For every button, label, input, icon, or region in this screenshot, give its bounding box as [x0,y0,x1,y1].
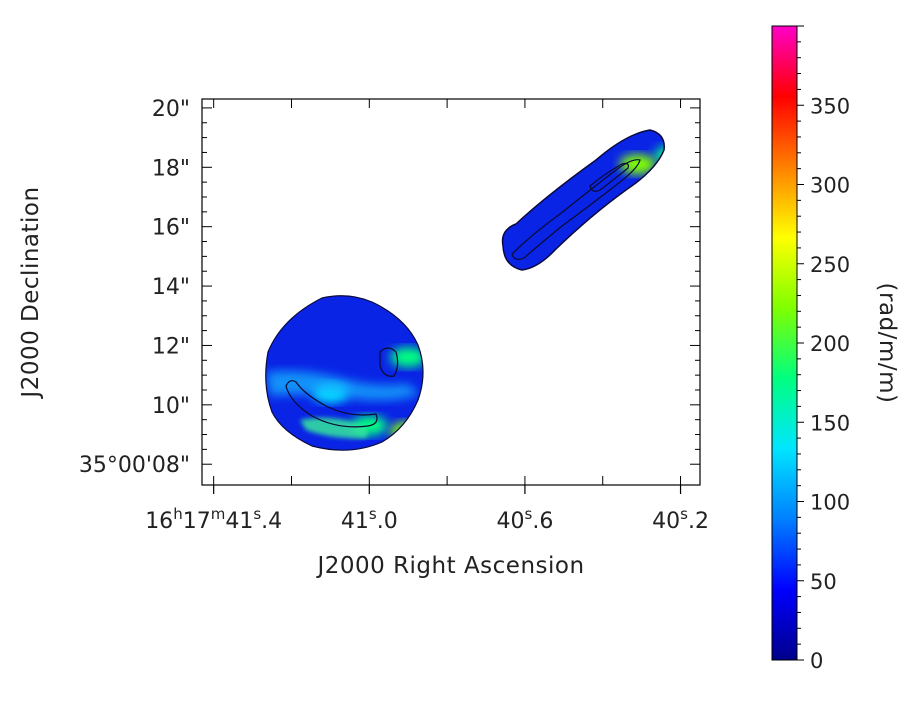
colorbar-tick-label: 350 [810,94,850,118]
y-tick-label: 35°00'08" [79,453,190,478]
northern-jet-base [502,130,665,270]
northern-jet-edge [501,129,665,271]
rm-image [227,129,665,451]
y-tick-label: 16" [152,216,190,241]
x-tick-label: 40s​.2 [652,505,709,534]
y-tick-label: 20" [152,97,190,122]
southern-lobe-edge [265,295,424,451]
colorbar-tick-label: 100 [810,491,850,515]
x-axis: 16h​17m​41s​.4 41s​.0 40s​.6 40s​.2 [145,99,709,534]
x-tick-label: 16h​17m​41s​.4 [145,505,282,534]
rm-hotspot [390,347,423,368]
colorbar-tick-label: 300 [810,174,850,198]
rm-hotspot [227,417,239,429]
colorbar-tick-label: 150 [810,411,850,435]
x-tick-label: 40s​.6 [497,505,554,534]
southern-lobe [227,295,423,451]
intensity-contours [285,159,641,428]
y-axis-title: J2000 Declination [18,186,44,399]
y-axis: 20" 18" 16" 14" 12" 10" 35°00'08" [79,97,700,478]
colorbar-title: (rad/m/m) [874,283,900,404]
colorbar-ticks: 0 50 100 150 200 250 300 350 [797,25,850,673]
y-tick-label: 14" [152,275,190,300]
colorbar-tick-label: 50 [810,570,837,594]
rm-hotspot [654,145,665,166]
northern-jet [502,130,665,270]
y-tick-label: 10" [152,394,190,419]
colorbar-tick-label: 200 [810,332,850,356]
y-tick-label: 12" [152,334,190,359]
rm-band [266,370,420,401]
contour-jet-outer [511,159,641,260]
colorbar-tick-label: 250 [810,253,850,277]
x-axis-title: J2000 Right Ascension [315,553,584,579]
colorbar: 0 50 100 150 200 250 300 350 (rad/m/m) [771,25,900,673]
colorbar-gradient [771,25,798,661]
colorbar-tick-label: 0 [810,649,823,673]
contour-lobe-arc [285,380,378,428]
plot-frame [201,98,701,486]
contour-lobe-knot [379,347,399,377]
y-tick-label: 18" [152,156,190,181]
contour-jet-inner [589,162,629,192]
x-tick-label: 41s​.0 [341,505,398,534]
rm-band [300,417,368,439]
